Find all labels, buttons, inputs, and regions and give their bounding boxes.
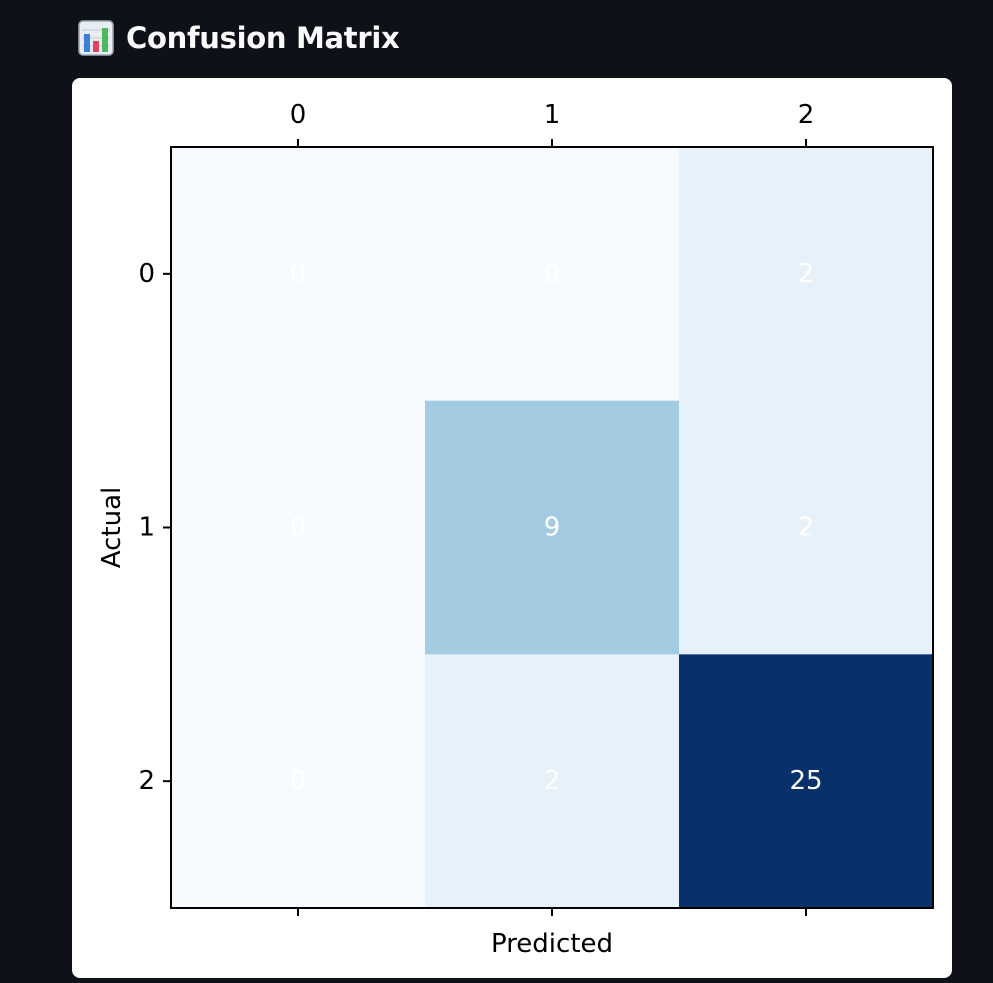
cell-value-label: 0 bbox=[290, 259, 307, 289]
heatmap-cell bbox=[679, 654, 934, 909]
cell-value-label: 2 bbox=[798, 259, 815, 289]
heatmap-cell bbox=[171, 654, 426, 909]
cell-value-label: 0 bbox=[290, 766, 307, 796]
chart-figure: 0 0 2 0 9 2 0 2 25 0 1 2 0 1 2 Predicted Actual bbox=[72, 78, 952, 978]
heatmap-cell bbox=[171, 147, 426, 402]
cell-value-label: 9 bbox=[544, 513, 561, 543]
cell-value-label: 0 bbox=[544, 259, 561, 289]
cell-value-label: 25 bbox=[789, 766, 822, 796]
y-tick-label: 1 bbox=[138, 513, 155, 543]
y-tick-label: 2 bbox=[138, 766, 155, 796]
page-title: Confusion Matrix bbox=[126, 21, 400, 55]
cell-value-label: 2 bbox=[798, 513, 815, 543]
cell-value-label: 2 bbox=[544, 766, 561, 796]
y-axis-label: Actual bbox=[97, 487, 127, 568]
x-axis-label: Predicted bbox=[491, 929, 613, 959]
x-tick-label: 2 bbox=[798, 100, 815, 130]
heatmap-cell bbox=[679, 147, 934, 402]
heatmap-cell bbox=[171, 400, 426, 655]
confusion-matrix-chart: 0 0 2 0 9 2 0 2 25 0 1 2 0 1 2 Predicted Actual bbox=[97, 100, 934, 959]
section-header: Confusion Matrix bbox=[78, 16, 400, 60]
heatmap-cell bbox=[425, 400, 680, 655]
y-tick-label: 0 bbox=[138, 259, 155, 289]
heatmap-cell bbox=[679, 400, 934, 655]
heatmap-cell bbox=[425, 654, 680, 909]
cell-value-label: 0 bbox=[290, 513, 307, 543]
x-tick-label: 1 bbox=[544, 100, 561, 130]
x-tick-label: 0 bbox=[290, 100, 307, 130]
bar-chart-icon bbox=[78, 20, 114, 56]
heatmap-cell bbox=[425, 147, 680, 402]
